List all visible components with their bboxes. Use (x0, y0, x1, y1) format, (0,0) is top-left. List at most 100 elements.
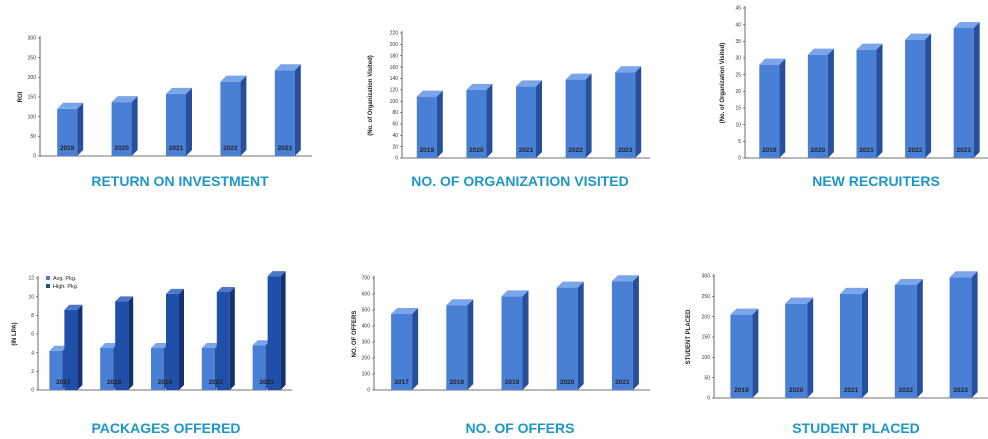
bar-2021-front (166, 93, 186, 156)
bar-2019-side (752, 308, 759, 398)
bar-high-2021-side (280, 271, 286, 390)
bar-2019-top (57, 102, 84, 109)
bar-2018 (446, 299, 474, 390)
bar-2023 (953, 22, 980, 158)
bar-2019-side (522, 290, 529, 390)
chart-title: NO. OF ORGANIZATION VISITED (411, 173, 629, 189)
bar-avg-2017-top (49, 345, 68, 351)
bar-2023-top (949, 271, 978, 278)
bar-2020-side (807, 297, 814, 398)
bar-2019 (416, 90, 443, 158)
bar-2020-side (577, 281, 584, 390)
bar-high-2020-side (229, 287, 235, 390)
y-tick-label: 0 (31, 388, 34, 394)
y-tick-label: 500 (362, 308, 371, 314)
y-axis-label: (No. of Organization Visited) (720, 43, 726, 124)
x-tick-label: 2020 (789, 387, 804, 394)
bar-2020 (111, 96, 138, 156)
bar-2020-front (556, 287, 578, 390)
y-tick-label: 6 (31, 332, 34, 338)
y-axis-label: ROI (18, 91, 24, 102)
bar-2023-front (615, 72, 636, 158)
bar-high-2021-front (267, 276, 281, 390)
bar-high-2017 (64, 304, 83, 390)
x-tick-label: 2019 (158, 379, 173, 386)
y-tick-label: 200 (702, 314, 711, 320)
bar-2021-top (840, 287, 868, 294)
bar-high-2019 (166, 288, 184, 390)
y-axis-label: NO. OF OFFERS (352, 311, 358, 358)
y-tick-label: 50 (704, 375, 710, 381)
bar-2020-side (827, 48, 834, 158)
bar-2022 (565, 73, 592, 158)
y-tick-label: 10 (735, 122, 741, 128)
y-axis-label: STUDENT PLACED (686, 309, 692, 364)
bar-2022-side (925, 33, 932, 158)
bar-2021 (166, 87, 192, 156)
bar-avg-2019-front (151, 348, 164, 390)
bar-2019 (759, 58, 786, 158)
x-tick-label: 2020 (469, 147, 484, 154)
bar-2019-top (416, 90, 443, 97)
bar-2020 (785, 297, 814, 398)
y-tick-label: 2 (31, 369, 34, 375)
x-tick-label: 2021 (844, 387, 859, 394)
chart-4: 0 2 4 6 8 10 12 (IN LPA) 2017 2018 2019 2020 2021 Avg… (12, 271, 292, 436)
bar-2023-front (949, 277, 972, 398)
bar-avg-2019-top (151, 343, 169, 348)
y-tick-label: 80 (392, 110, 398, 116)
bar-2022-top (905, 33, 932, 40)
y-tick-label: 4 (31, 350, 34, 356)
bar-high-2021 (267, 271, 286, 390)
y-tick-label: 600 (362, 292, 371, 298)
bar-2023-side (973, 22, 980, 158)
bar-2019-side (77, 102, 84, 156)
y-tick-label: 0 (33, 154, 36, 160)
bar-avg-2021-front (252, 345, 266, 390)
bar-2021-front (856, 49, 877, 158)
bar-high-2020-top (216, 287, 235, 292)
x-tick-label: 2021 (519, 147, 534, 154)
bar-2017-front (391, 314, 413, 390)
bar-2023-side (635, 66, 642, 158)
bar-2020-side (131, 96, 138, 156)
bar-2023-side (971, 271, 978, 398)
y-tick-label: 20 (392, 144, 398, 150)
bar-2019-front (759, 64, 780, 158)
bar-avg-2017-front (49, 350, 63, 390)
x-tick-label: 2023 (953, 387, 968, 394)
bar-2021 (516, 80, 542, 158)
x-tick-label: 2022 (568, 147, 583, 154)
bar-2022-side (240, 75, 247, 156)
bar-2021-front (611, 281, 633, 390)
bar-2020 (556, 281, 584, 390)
bar-2023-top (274, 64, 301, 71)
x-tick-label: 2022 (223, 145, 238, 152)
bar-2017 (391, 308, 419, 390)
bar-2017-top (391, 308, 419, 314)
chart-6: 0 50 100 150 200 250 300 STUDENT PLACED 2019 2020… (686, 271, 988, 436)
y-tick-label: 300 (28, 36, 37, 42)
bar-high-2020-front (216, 292, 230, 390)
x-tick-label: 2017 (56, 379, 71, 386)
bar-2023-front (953, 28, 974, 158)
y-tick-label: 200 (390, 42, 399, 48)
bar-2020-top (111, 96, 138, 103)
bar-2020-top (807, 48, 834, 55)
bar-avg-2020-front (201, 348, 215, 390)
bar-2021-side (186, 87, 192, 156)
y-tick-label: 40 (735, 22, 741, 28)
bar-2020-front (785, 303, 808, 398)
bar-2022-front (894, 284, 917, 398)
bar-2020-top (466, 83, 493, 90)
bar-high-2018-side (128, 296, 134, 390)
bar-2020-front (111, 102, 132, 156)
bar-2018-front (446, 305, 468, 390)
bar-2019 (730, 308, 759, 398)
bar-2020-top (556, 281, 584, 288)
bar-2021-side (536, 80, 542, 158)
chart-5: 0 100 200 300 400 500 600 700 NO. OF OFFERS 2017 2… (352, 275, 650, 436)
y-tick-label: 150 (28, 95, 37, 101)
bar-2021 (611, 275, 639, 390)
